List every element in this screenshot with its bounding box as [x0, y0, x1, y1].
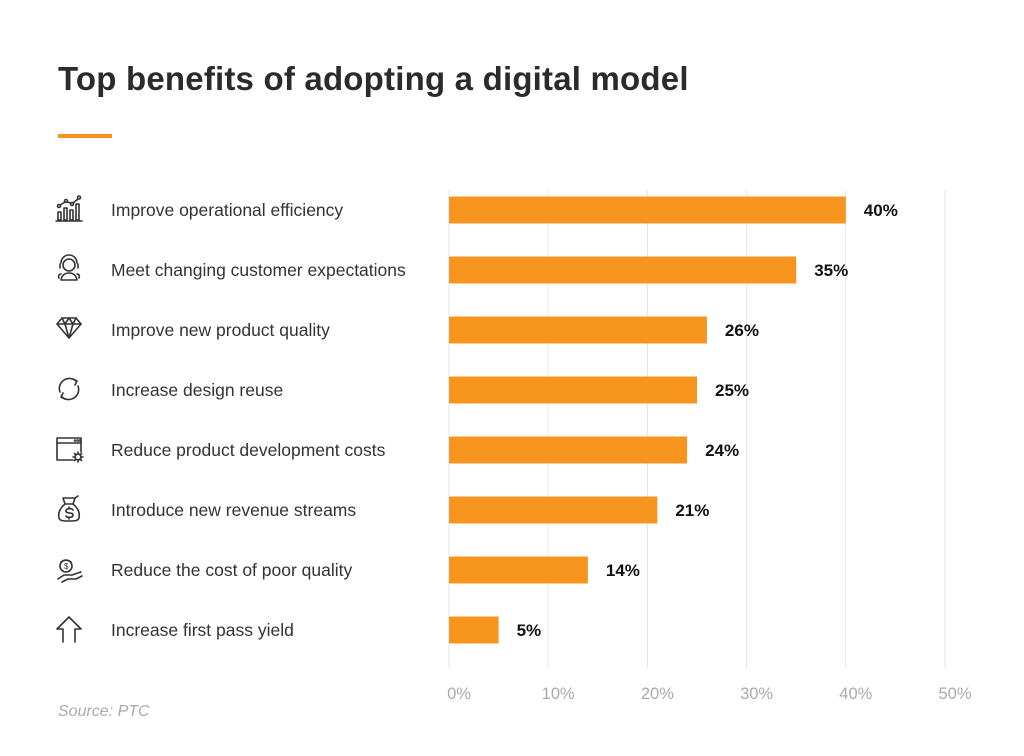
data-label: 40%: [864, 201, 898, 220]
x-tick-label: 0%: [447, 685, 471, 703]
bar: [449, 196, 846, 224]
category-label: Introduce new revenue streams: [111, 500, 356, 520]
browser-gear-icon: [56, 437, 84, 463]
hand-coin-icon: $: [57, 559, 83, 583]
x-tick-label: 10%: [542, 685, 575, 703]
data-label: 21%: [675, 501, 709, 520]
data-label: 26%: [725, 321, 759, 340]
bar: [449, 556, 588, 584]
bar: [449, 376, 697, 404]
bar: [449, 436, 688, 464]
data-label: 5%: [517, 621, 542, 640]
x-tick-label: 20%: [641, 685, 674, 703]
data-label: 24%: [705, 441, 739, 460]
bar: [449, 616, 499, 644]
chart-title: Top benefits of adopting a digital model: [58, 60, 689, 97]
data-label: 14%: [606, 561, 640, 580]
category-row: Improve operational efficiency 40%: [55, 195, 898, 224]
customers-icon: [57, 254, 81, 281]
diamond-icon: [56, 317, 82, 339]
category-row: $ Reduce the cost of poor quality 14%: [57, 556, 640, 584]
svg-text:$: $: [64, 562, 69, 571]
category-label: Reduce the cost of poor quality: [111, 560, 353, 580]
category-row: Introduce new revenue streams 21%: [57, 495, 709, 524]
refresh-cycle-icon: [58, 377, 80, 401]
category-label: Increase design reuse: [111, 380, 283, 400]
source-note: Source: PTC: [58, 703, 150, 720]
bar: [449, 316, 707, 344]
title-accent-line: [58, 134, 112, 138]
x-tick-label: 40%: [839, 685, 872, 703]
x-tick-label: 30%: [740, 685, 773, 703]
category-row: Increase first pass yield 5%: [56, 616, 542, 644]
category-row: Meet changing customer expectations 35%: [57, 254, 848, 284]
category-label: Improve new product quality: [111, 320, 330, 340]
category-label: Reduce product development costs: [111, 440, 386, 460]
category-row: Increase design reuse 25%: [58, 376, 749, 404]
category-label: Meet changing customer expectations: [111, 260, 406, 280]
growth-chart-icon: [55, 195, 83, 222]
data-label: 25%: [715, 381, 749, 400]
bar: [449, 496, 658, 524]
x-tick-label: 50%: [938, 685, 971, 703]
category-row: Reduce product development costs 24%: [56, 436, 739, 464]
category-label: Increase first pass yield: [111, 620, 294, 640]
money-bag-icon: [57, 495, 81, 522]
bar: [449, 256, 797, 284]
data-label: 35%: [814, 261, 848, 280]
arrow-up-icon: [56, 616, 82, 643]
category-row: Improve new product quality 26%: [56, 316, 759, 344]
category-label: Improve operational efficiency: [111, 200, 343, 220]
